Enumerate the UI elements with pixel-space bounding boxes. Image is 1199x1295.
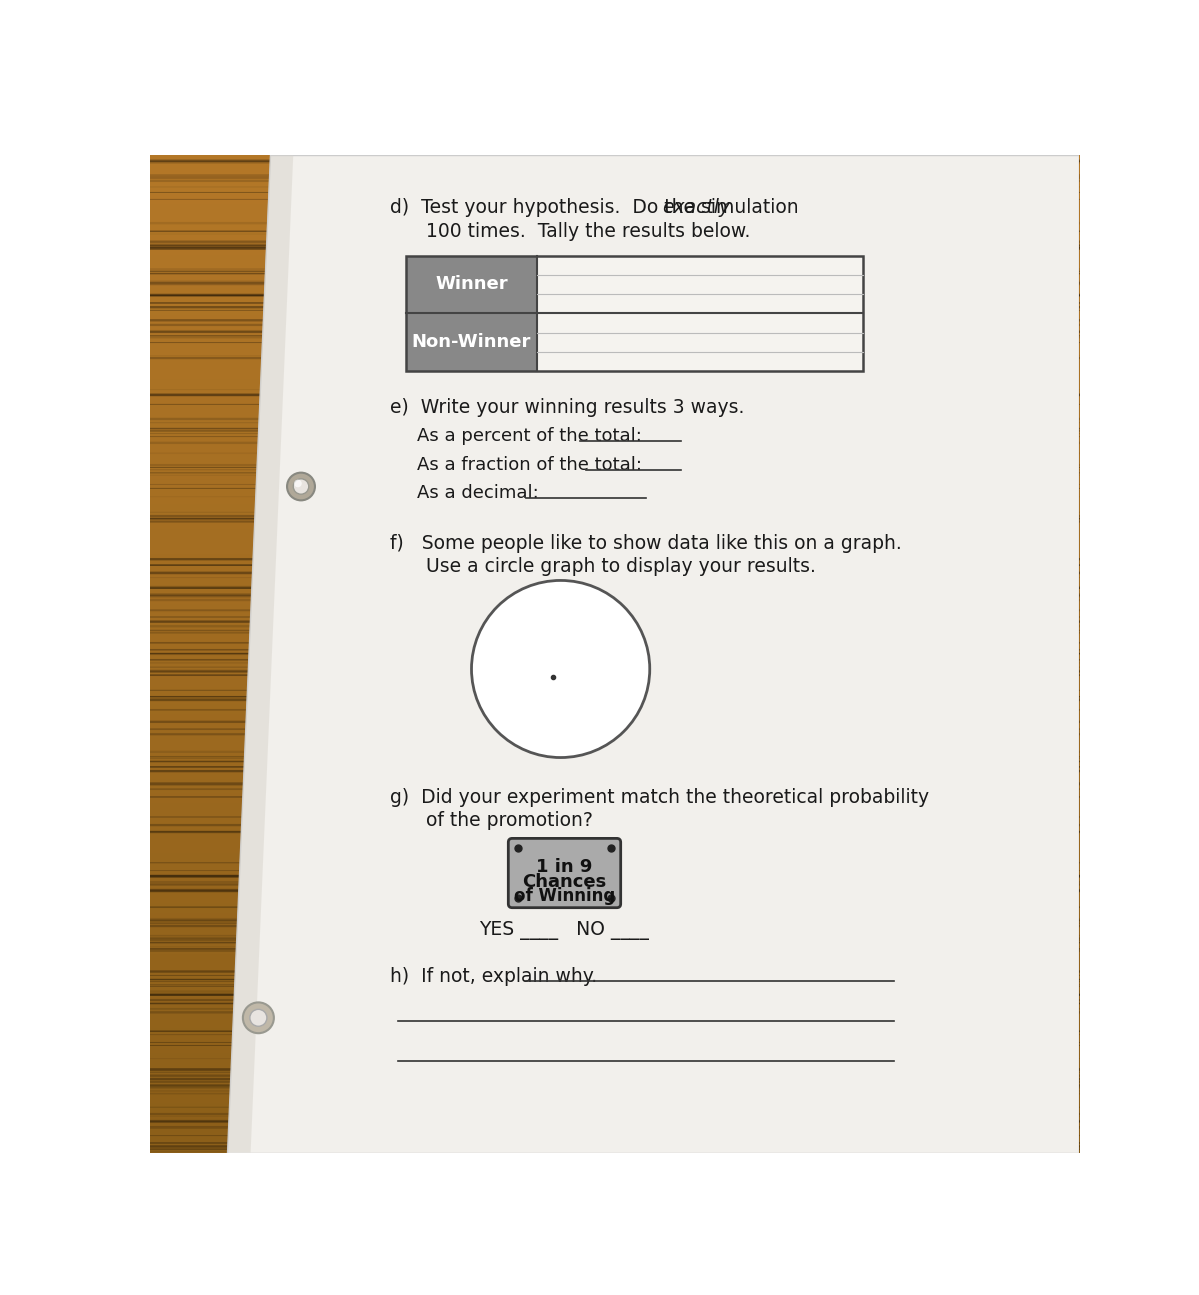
Text: h)  If not, explain why.: h) If not, explain why. — [390, 967, 597, 985]
Text: exactly: exactly — [662, 198, 730, 216]
Text: Chances: Chances — [523, 873, 607, 891]
Text: f)   Some people like to show data like this on a graph.: f) Some people like to show data like th… — [390, 535, 902, 553]
FancyBboxPatch shape — [508, 838, 621, 908]
Bar — [405, 313, 537, 370]
Text: As a percent of the total:: As a percent of the total: — [417, 427, 643, 445]
Text: e)  Write your winning results 3 ways.: e) Write your winning results 3 ways. — [390, 398, 745, 417]
Bar — [405, 255, 863, 370]
Text: 1 in 9: 1 in 9 — [536, 857, 592, 875]
Circle shape — [287, 473, 315, 500]
Bar — [405, 255, 537, 313]
Text: g)  Did your experiment match the theoretical probability: g) Did your experiment match the theoret… — [390, 789, 929, 807]
Polygon shape — [228, 155, 294, 1153]
Circle shape — [294, 479, 309, 495]
Text: As a decimal:: As a decimal: — [417, 484, 540, 502]
Text: Non-Winner: Non-Winner — [411, 333, 531, 351]
Text: of Winning: of Winning — [514, 887, 615, 905]
Text: Use a circle graph to display your results.: Use a circle graph to display your resul… — [390, 557, 817, 576]
Polygon shape — [228, 155, 1079, 1153]
Circle shape — [294, 479, 302, 487]
Bar — [537, 313, 863, 370]
Text: As a fraction of the total:: As a fraction of the total: — [417, 456, 643, 474]
Bar — [537, 255, 863, 313]
Text: 100 times.  Tally the results below.: 100 times. Tally the results below. — [390, 223, 751, 241]
Text: d)  Test your hypothesis.  Do the simulation: d) Test your hypothesis. Do the simulati… — [390, 198, 805, 216]
Text: of the promotion?: of the promotion? — [390, 812, 594, 830]
Circle shape — [249, 1009, 267, 1026]
Text: YES ____   NO ____: YES ____ NO ____ — [480, 921, 650, 940]
Text: Winner: Winner — [435, 276, 508, 294]
Circle shape — [243, 1002, 273, 1033]
Circle shape — [471, 580, 650, 758]
